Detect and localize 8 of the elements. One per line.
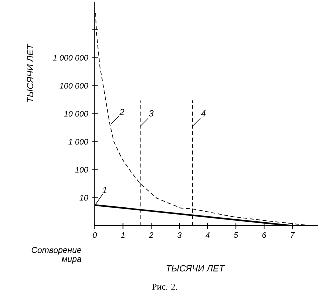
series-label: 4 <box>201 110 206 117</box>
text: Сотворение мира <box>32 247 82 264</box>
x-axis-title: ТЫСЯЧИ ЛЕТ <box>166 265 226 272</box>
series-label: 1 <box>102 187 107 194</box>
series-label: 2 <box>120 109 125 116</box>
series-label: 3 <box>149 110 154 117</box>
text: Рис. 2. <box>152 284 178 290</box>
y-axis-title: ТЫСЯЧИ ЛЕТ <box>27 44 34 102</box>
